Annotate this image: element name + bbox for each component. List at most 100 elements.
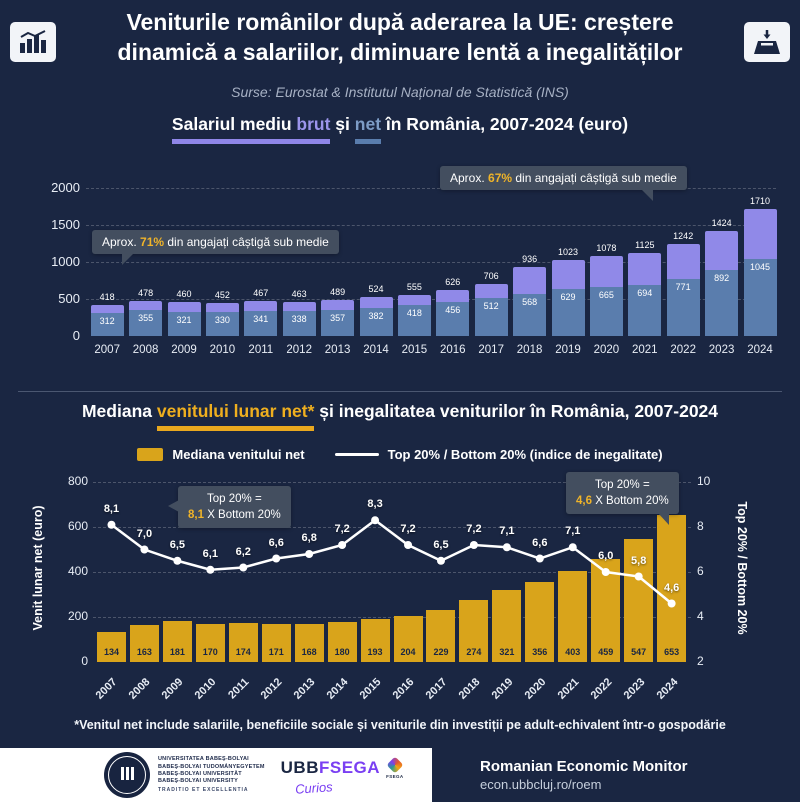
line-point [436, 556, 445, 565]
line-point [502, 543, 511, 552]
sources-subtitle: Surse: Eurostat & Institutul Național de… [231, 84, 569, 100]
bar-median-income [96, 631, 126, 662]
y-tick-label-right: 2 [697, 654, 704, 668]
net-value-label: 341 [253, 313, 269, 324]
bar-net [589, 286, 623, 336]
gross-value-label: 418 [99, 292, 115, 303]
median-value-label: 134 [103, 647, 119, 657]
bar-median-income [459, 600, 489, 662]
annotation-text: Top 20% = [207, 493, 262, 505]
section-divider [18, 391, 782, 392]
ratio-value-label: 8,3 [367, 498, 383, 511]
median-value-label: 229 [433, 647, 449, 657]
line-point [173, 556, 182, 565]
line-point [338, 541, 347, 549]
gross-value-label: 936 [522, 253, 538, 264]
x-axis-year: 2012 [258, 676, 285, 702]
callout-pointer [658, 513, 669, 526]
ratio-value-label: 7,2 [400, 523, 416, 535]
university-name-line: UNIVERSITATEA BABEŞ-BOLYAI [158, 756, 249, 763]
gross-value-label: 706 [483, 270, 499, 281]
gross-value-label: 1125 [635, 239, 655, 250]
gridline [86, 225, 776, 226]
x-axis-year: 2015 [357, 676, 384, 702]
fsega-wordmark: UBBFSEGA [281, 758, 380, 778]
x-axis-year: 2016 [390, 676, 417, 702]
median-value-label: 274 [466, 647, 482, 657]
bar-net [628, 284, 662, 336]
bar-median-income [261, 623, 291, 662]
net-value-label: 330 [214, 314, 230, 325]
footer-logos: UNIVERSITATEA BABEŞ-BOLYAI BABEŞ-BOLYAI … [0, 748, 432, 802]
x-axis-year: 2017 [423, 676, 450, 702]
ratio-value-label: 6,5 [169, 538, 186, 551]
ratio-value-label: 6,2 [235, 545, 251, 558]
annotation-ratio-2007: Top 20% = 8,1 X Bottom 20% [168, 486, 291, 529]
line-point [305, 550, 314, 558]
net-value-label: 312 [99, 315, 115, 326]
bar-net [397, 305, 431, 336]
bar-median-income [195, 623, 225, 662]
x-axis-year: 2011 [226, 676, 252, 702]
gross-value-label: 1023 [557, 247, 578, 258]
gross-value-label: 452 [214, 289, 230, 300]
annotation-value: 67% [488, 171, 513, 185]
bar-net [513, 293, 547, 336]
x-axis-year: 2012 [286, 344, 312, 356]
net-value-label: 771 [675, 281, 691, 292]
annotation-text: Aprox. [102, 235, 141, 249]
median-value-label: 180 [334, 647, 350, 657]
median-value-label: 204 [400, 647, 416, 657]
x-axis-year: 2020 [522, 676, 549, 702]
gross-value-label: 1078 [596, 243, 617, 254]
chart1-title-and: și [330, 114, 355, 134]
bar-net [129, 309, 163, 336]
university-name-line: BABEŞ-BOLYAI UNIVERSITY [158, 777, 238, 784]
median-value-label: 174 [235, 647, 251, 657]
y-tick-label-right: 4 [697, 609, 704, 623]
x-axis-year: 2023 [621, 676, 648, 702]
y-tick-label: 2000 [51, 180, 80, 195]
gridline [93, 482, 691, 483]
annotation-value: 8,1 [188, 509, 204, 522]
gridline [93, 617, 691, 618]
annotation-ratio-2024: Top 20% = 4,6 X Bottom 20% [566, 472, 679, 526]
bar-net [743, 258, 777, 336]
median-value-label: 171 [268, 647, 284, 657]
gross-value-label: 489 [330, 286, 346, 297]
gross-value-label: 555 [406, 281, 422, 292]
university-seal-icon [104, 752, 150, 798]
bar-median-income [327, 621, 357, 662]
x-axis-year: 2021 [555, 676, 582, 702]
line-point [404, 541, 413, 549]
fsega-ubb-text: UBB [280, 757, 319, 777]
median-value-label: 168 [301, 647, 317, 657]
line-point [371, 516, 380, 525]
fsega-emblem: FSEGA [386, 756, 404, 779]
line-point [469, 541, 478, 549]
net-value-label: 382 [368, 310, 384, 321]
x-axis-year: 2011 [248, 344, 274, 356]
median-value-label: 459 [598, 647, 614, 657]
net-value-label: 892 [714, 272, 730, 283]
net-value-label: 357 [330, 312, 346, 323]
x-axis-year: 2007 [94, 344, 120, 356]
university-motto: TRADITIO ET EXCELLENTIA [158, 787, 249, 794]
median-value-label: 170 [202, 647, 218, 657]
fsega-emblem-label: FSEGA [386, 773, 404, 779]
median-value-label: 653 [664, 647, 680, 657]
annotation-text: din angajați câștigă sub medie [164, 235, 329, 249]
bar-median-income [294, 624, 324, 662]
ratio-value-label: 6,1 [202, 547, 218, 560]
x-axis-year: 2015 [401, 344, 428, 356]
chart2-title-gold: venitului lunar net* [156, 401, 315, 431]
x-axis-year: 2010 [192, 676, 219, 702]
bar-net [705, 269, 739, 336]
x-axis-year: 2014 [363, 344, 389, 356]
ratio-value-label: 4,6 [663, 581, 680, 594]
x-axis-year: 2013 [324, 344, 351, 356]
net-value-label: 418 [406, 308, 422, 319]
gridline [86, 299, 776, 300]
gross-value-label: 524 [368, 284, 384, 295]
